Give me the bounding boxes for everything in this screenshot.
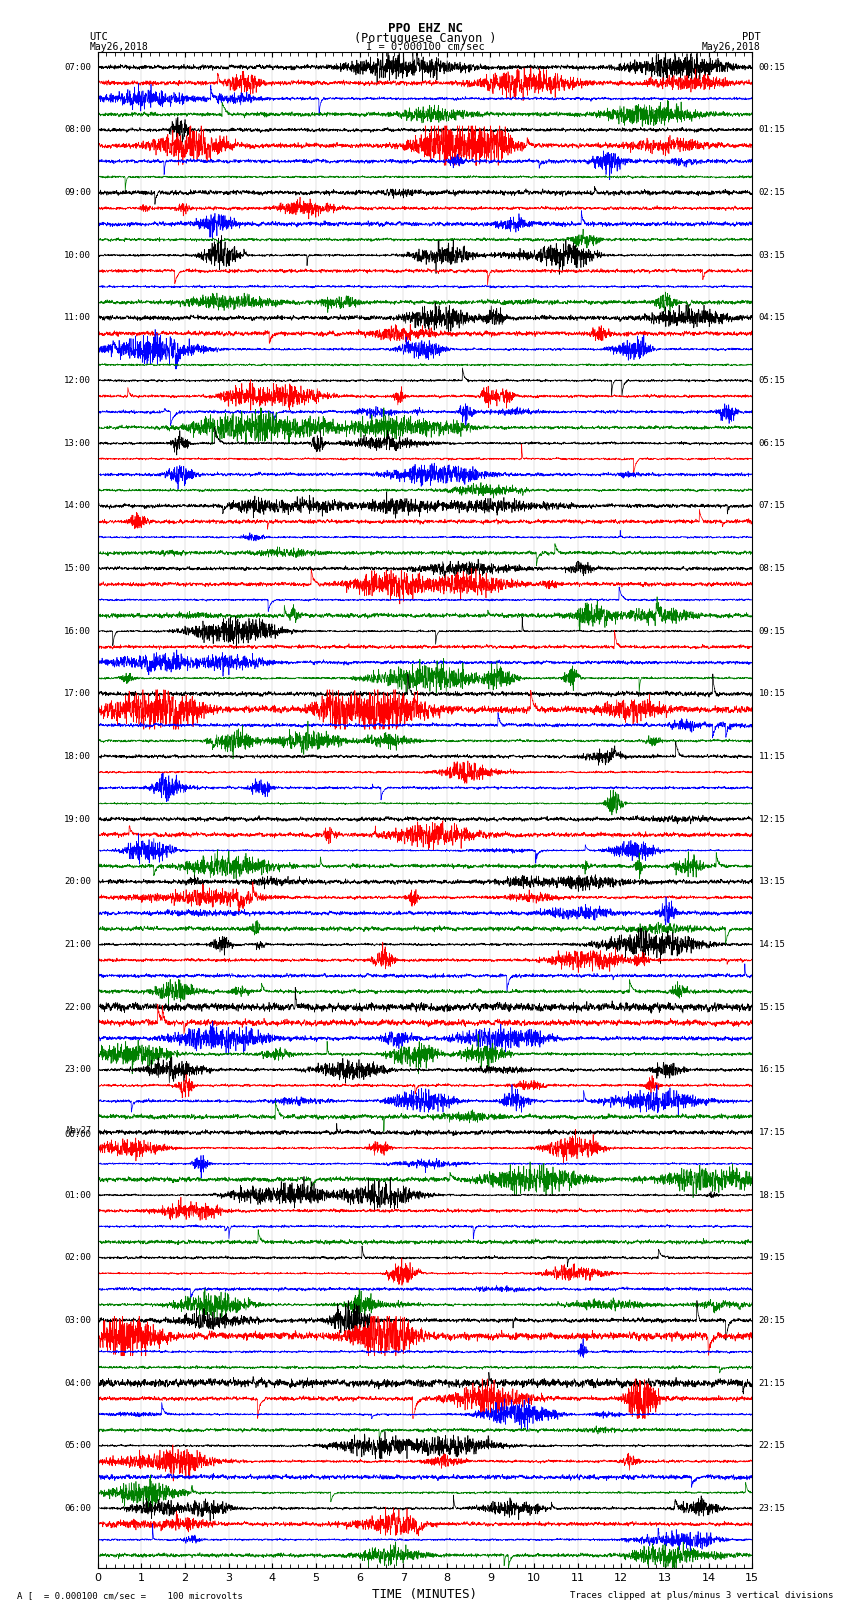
Text: 12:00: 12:00 <box>65 376 91 386</box>
Text: 06:15: 06:15 <box>759 439 785 448</box>
Text: PPO EHZ NC: PPO EHZ NC <box>388 23 462 35</box>
Text: 18:15: 18:15 <box>759 1190 785 1200</box>
Text: 13:00: 13:00 <box>65 439 91 448</box>
Text: 18:00: 18:00 <box>65 752 91 761</box>
Text: 15:00: 15:00 <box>65 565 91 573</box>
Text: 20:15: 20:15 <box>759 1316 785 1324</box>
Text: 02:15: 02:15 <box>759 189 785 197</box>
Text: PDT: PDT <box>742 32 761 42</box>
Text: 15:15: 15:15 <box>759 1003 785 1011</box>
Text: 16:15: 16:15 <box>759 1065 785 1074</box>
Text: 11:15: 11:15 <box>759 752 785 761</box>
Text: 11:00: 11:00 <box>65 313 91 323</box>
Text: 21:15: 21:15 <box>759 1379 785 1387</box>
Text: A [  = 0.000100 cm/sec =    100 microvolts: A [ = 0.000100 cm/sec = 100 microvolts <box>17 1590 243 1600</box>
Text: 07:15: 07:15 <box>759 502 785 510</box>
Text: 20:00: 20:00 <box>65 877 91 886</box>
Text: 17:15: 17:15 <box>759 1127 785 1137</box>
Text: 01:00: 01:00 <box>65 1190 91 1200</box>
Text: UTC: UTC <box>89 32 108 42</box>
Text: 17:00: 17:00 <box>65 689 91 698</box>
Text: May26,2018: May26,2018 <box>89 42 148 52</box>
Text: 00:00: 00:00 <box>65 1131 91 1139</box>
Text: 14:00: 14:00 <box>65 502 91 510</box>
Text: May27: May27 <box>66 1126 91 1134</box>
Text: 06:00: 06:00 <box>65 1503 91 1513</box>
Text: 00:15: 00:15 <box>759 63 785 73</box>
X-axis label: TIME (MINUTES): TIME (MINUTES) <box>372 1589 478 1602</box>
Text: 21:00: 21:00 <box>65 940 91 948</box>
Text: 09:00: 09:00 <box>65 189 91 197</box>
Text: 12:15: 12:15 <box>759 815 785 824</box>
Text: 23:15: 23:15 <box>759 1503 785 1513</box>
Text: 23:00: 23:00 <box>65 1065 91 1074</box>
Text: 10:00: 10:00 <box>65 250 91 260</box>
Text: 22:15: 22:15 <box>759 1440 785 1450</box>
Text: 01:15: 01:15 <box>759 126 785 134</box>
Text: 02:00: 02:00 <box>65 1253 91 1263</box>
Text: 04:15: 04:15 <box>759 313 785 323</box>
Text: 22:00: 22:00 <box>65 1003 91 1011</box>
Text: 03:00: 03:00 <box>65 1316 91 1324</box>
Text: 08:15: 08:15 <box>759 565 785 573</box>
Text: 08:00: 08:00 <box>65 126 91 134</box>
Text: 09:15: 09:15 <box>759 627 785 636</box>
Text: I = 0.000100 cm/sec: I = 0.000100 cm/sec <box>366 42 484 52</box>
Text: 05:15: 05:15 <box>759 376 785 386</box>
Text: May26,2018: May26,2018 <box>702 42 761 52</box>
Text: Traces clipped at plus/minus 3 vertical divisions: Traces clipped at plus/minus 3 vertical … <box>570 1590 833 1600</box>
Text: 03:15: 03:15 <box>759 250 785 260</box>
Text: 16:00: 16:00 <box>65 627 91 636</box>
Text: 07:00: 07:00 <box>65 63 91 73</box>
Text: 05:00: 05:00 <box>65 1440 91 1450</box>
Text: 19:15: 19:15 <box>759 1253 785 1263</box>
Text: (Portuguese Canyon ): (Portuguese Canyon ) <box>354 32 496 45</box>
Text: 14:15: 14:15 <box>759 940 785 948</box>
Text: 19:00: 19:00 <box>65 815 91 824</box>
Text: 13:15: 13:15 <box>759 877 785 886</box>
Text: 04:00: 04:00 <box>65 1379 91 1387</box>
Text: 10:15: 10:15 <box>759 689 785 698</box>
